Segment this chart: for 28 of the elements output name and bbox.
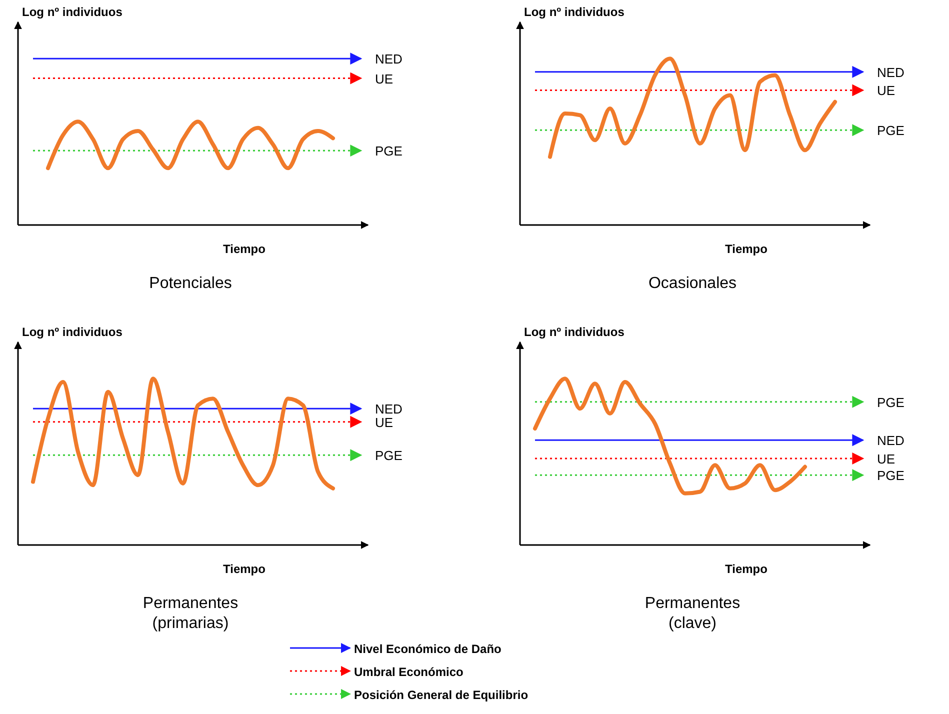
ref-line-label: PGE [877, 123, 905, 138]
text: Permanentes (clave) [644, 595, 740, 632]
text: Nivel Económico de Daño [354, 642, 502, 656]
y-axis-title: Log nº individuos [524, 325, 625, 339]
x-axis-title: Tiempo [725, 562, 768, 576]
x-axis-title: Tiempo [725, 242, 768, 256]
ref-line-label: PGE [877, 468, 905, 484]
x-axis-title: Tiempo [223, 242, 266, 256]
ref-line-label: NED [375, 402, 402, 417]
text: Permanentes (primarias) [142, 595, 238, 632]
ref-line-label: UE [375, 414, 394, 430]
text: Posición General de Equilibrio [354, 688, 528, 702]
ref-line-label: NED [375, 52, 402, 67]
text: Umbral Económico [354, 665, 464, 679]
text: Potenciales [149, 275, 232, 292]
text: Ocasionales [648, 275, 737, 292]
y-axis-title: Log nº individuos [22, 325, 123, 339]
x-axis-title: Tiempo [223, 562, 266, 576]
ref-line-label: PGE [375, 448, 403, 464]
ref-line-label: UE [877, 83, 896, 98]
ref-line-label: UE [877, 451, 896, 466]
ref-line-label: UE [375, 71, 394, 86]
y-axis-title: Log nº individuos [22, 5, 123, 19]
y-axis-title: Log nº individuos [524, 5, 625, 19]
ref-line-label: NED [877, 64, 904, 80]
ref-line-label: PGE [375, 144, 403, 159]
ref-line-label: PGE [877, 394, 905, 410]
ref-line-label: NED [877, 433, 904, 448]
